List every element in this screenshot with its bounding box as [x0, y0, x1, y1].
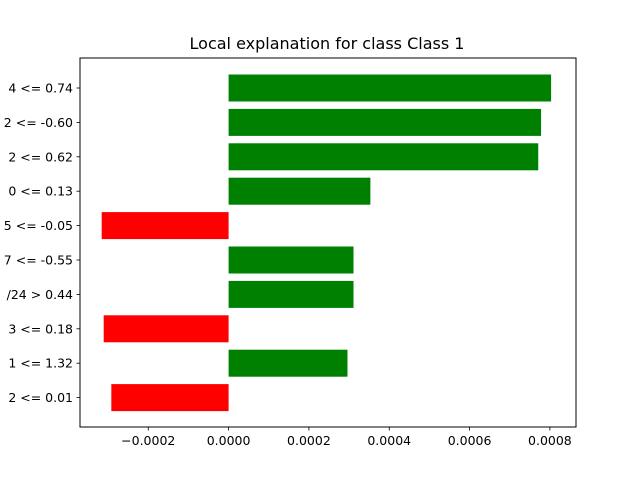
y-tick-label-2: 2 <= 0.62: [8, 149, 73, 164]
bar-2: [228, 143, 539, 171]
y-tick-label-1: 2 <= -0.60: [4, 115, 73, 130]
y-tick-label-3: 0 <= 0.13: [8, 184, 73, 199]
chart-title: Local explanation for class Class 1: [190, 34, 465, 53]
bars-group: [101, 74, 552, 412]
bar-3: [228, 177, 371, 205]
bar-1: [228, 108, 542, 136]
x-tick-label-1: 0.0000: [207, 433, 251, 448]
x-tick-label-0: −0.0002: [121, 433, 175, 448]
bar-7: [103, 315, 229, 343]
bar-0: [228, 74, 552, 102]
bar-4: [101, 212, 229, 240]
x-axis-ticks: −0.0002 0.0000 0.0002 0.0004 0.0006 0.0008: [121, 427, 572, 448]
bar-6: [228, 280, 354, 308]
bar-8: [228, 349, 348, 377]
y-tick-label-8: 1 <= 1.32: [8, 356, 73, 371]
x-tick-label-5: 0.0008: [528, 433, 572, 448]
y-tick-label-9: 2 <= 0.01: [8, 390, 73, 405]
x-tick-label-4: 0.0006: [448, 433, 492, 448]
y-tick-label-0: 4 <= 0.74: [8, 81, 73, 96]
y-tick-label-5: 7 <= -0.55: [4, 253, 73, 268]
y-tick-label-4: 5 <= -0.05: [4, 218, 73, 233]
y-tick-label-7: 3 <= 0.18: [8, 321, 73, 336]
plot-frame: [79, 57, 577, 428]
y-tick-label-6: /24 > 0.44: [7, 287, 73, 302]
x-tick-label-2: 0.0002: [287, 433, 331, 448]
bar-5: [228, 246, 354, 274]
bar-9: [111, 384, 229, 412]
y-axis-ticks: 4 <= 0.74 2 <= -0.60 2 <= 0.62 0 <= 0.13 5 <…: [4, 81, 80, 405]
x-tick-label-3: 0.0004: [367, 433, 411, 448]
